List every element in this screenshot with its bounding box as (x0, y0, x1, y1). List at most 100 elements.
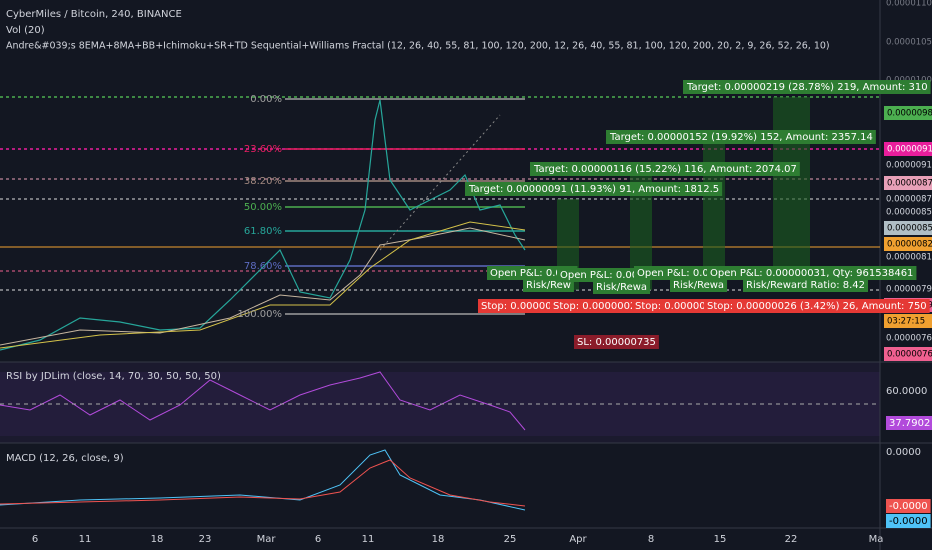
time-label: 6 (32, 534, 38, 545)
time-label: 6 (315, 534, 321, 545)
price-label: 03:27:15 (887, 317, 925, 327)
rsi-axis: 37.7902 (889, 418, 930, 429)
stop-label: Stop: 0.00000027 (553, 301, 643, 312)
stop-label-bg (550, 299, 646, 313)
time-label: Apr (569, 534, 587, 545)
time-label: Mar (257, 534, 277, 545)
macd-axis: 0.0000 (886, 447, 921, 458)
risk-reward-label-bg (743, 278, 869, 292)
rsi-axis-bg (886, 416, 932, 430)
price-label: 0.00000915 (886, 161, 932, 171)
labels: CyberMiles / Bitcoin, 240, BINANCE Vol (2… (6, 0, 932, 545)
target-zone (630, 165, 652, 290)
pnl-label-bg (634, 266, 731, 280)
moving-average (0, 227, 526, 346)
target-label: Target: 0.00000152 (19.92%) 152, Amount:… (609, 132, 873, 143)
indicator-title: Andre&#039;s 8EMA+8MA+BB+Ichimoku+SR+TD … (6, 41, 830, 52)
price-label: 0.00000819 (886, 253, 932, 263)
price-label-bg (884, 347, 932, 361)
price-label: 0.00000854 (887, 224, 932, 234)
pnl-label: Open P&L: 0.000 (560, 270, 644, 281)
macd-line (0, 449, 526, 511)
fib-label: 100.00% (238, 309, 283, 320)
price-label: 0.00000824 (887, 240, 932, 250)
macd-title: MACD (12, 26, close, 9) (6, 453, 124, 464)
time-label: 8 (648, 534, 654, 545)
fib-label: 0.00% (250, 94, 282, 105)
time-label: 11 (79, 534, 92, 545)
pnl-label: Open P&L: 0.00000031, Qty: 961538461 (710, 268, 913, 279)
rsi-line (0, 371, 526, 431)
stop-label: Stop: 0.00000026 (3.42%) 26, Amount: 750 (707, 301, 927, 312)
macd-axis-bg (886, 499, 931, 513)
risk-reward-label: Risk/Rewa (596, 282, 647, 293)
macd-axis: -0.0000 (889, 501, 928, 512)
target-label-bg (465, 182, 723, 196)
fib-label: 23.60% (244, 144, 282, 155)
pnl-label-bg (487, 266, 578, 280)
price-label: 0.00000915 (887, 145, 932, 155)
price-label-bg (884, 176, 932, 190)
target-label: Target: 0.00000116 (15.22%) 116, Amount:… (533, 164, 797, 175)
stop-label-bg (478, 299, 568, 313)
time-label: 23 (199, 534, 212, 545)
fib-label: 61.80% (244, 226, 282, 237)
volume-title: Vol (20) (6, 25, 45, 36)
trend-line (379, 114, 501, 251)
stop-loss-label: SL: 0.00000735 (577, 337, 656, 348)
stop-loss-label-bg (574, 335, 659, 349)
target-label-bg (683, 80, 931, 94)
signal-line (0, 459, 526, 507)
pnl-label-bg (557, 268, 648, 282)
price-label: 0.00000854 (886, 208, 932, 218)
target-zone (773, 97, 810, 290)
risk-reward-label: Risk/Rewa (673, 280, 724, 291)
price-label-bg (884, 237, 932, 251)
target-label-bg (606, 130, 876, 144)
stop-label: Stop: 0.00000028 (635, 301, 725, 312)
rsi-axis: 60.0000 (886, 386, 927, 397)
price-label: 0.00000878 (886, 195, 932, 205)
pnl-label: Open P&L: 0.0000 (637, 268, 728, 279)
price-label: 0.00000878 (887, 179, 932, 189)
macd-axis-bg (886, 514, 931, 528)
target-label-bg (530, 162, 800, 176)
time-label: 18 (432, 534, 445, 545)
risk-reward-label: Risk/Rew (526, 280, 571, 291)
fib-lines (285, 98, 525, 315)
price-outline (0, 99, 526, 351)
price-label-bg (884, 221, 932, 235)
target-label: Target: 0.00000091 (11.93%) 91, Amount: … (468, 184, 719, 195)
fib-label: 50.00% (244, 202, 282, 213)
target-label: Target: 0.00000219 (28.78%) 219, Amount:… (686, 82, 928, 93)
pnl-label: Open P&L: 0.000 (490, 268, 574, 279)
risk-reward-label: Risk/Reward Ratio: 8.42 (746, 280, 865, 291)
price-label-bg (884, 106, 932, 120)
time-label: 15 (714, 534, 727, 545)
price-label: 0.00000762 (886, 334, 932, 344)
fib-label: 78.60% (244, 261, 282, 272)
stop-label: Stop: 0.0000002 (481, 301, 564, 312)
time-label: 25 (504, 534, 517, 545)
fib-label: 38.20% (244, 176, 282, 187)
price-label: 0.00000763 (887, 350, 932, 360)
risk-reward-label-bg (593, 280, 651, 294)
time-label: 22 (785, 534, 798, 545)
time-label: 18 (151, 534, 164, 545)
macd-axis: -0.0000 (889, 516, 928, 527)
price-label-bg (884, 142, 932, 156)
moving-average (0, 221, 526, 349)
time-label: 11 (362, 534, 375, 545)
stop-label-bg (704, 299, 930, 313)
price-label: 0.00000794 (886, 285, 932, 295)
risk-reward-label-bg (670, 278, 728, 292)
pnl-label-bg (707, 266, 917, 280)
title: CyberMiles / Bitcoin, 240, BINANCE (6, 9, 182, 20)
stop-label-bg (632, 299, 728, 313)
price-label-bg (884, 314, 932, 328)
rsi-title: RSI by JDLim (close, 14, 70, 30, 50, 50,… (6, 371, 221, 382)
